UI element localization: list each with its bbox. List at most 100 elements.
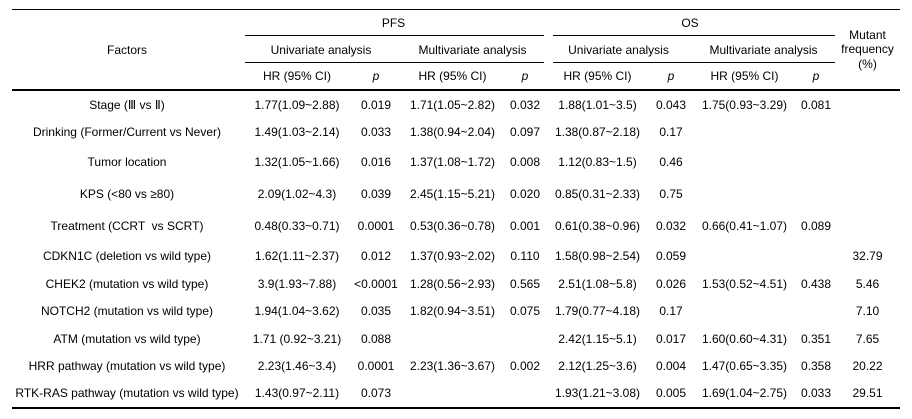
pfs-univariate-p-cell: 0.033	[360, 125, 392, 139]
pfs-multivariate-p-cell: 0.075	[509, 304, 541, 318]
pfs-univariate-hr-cell: 1.94(1.04~3.62)	[254, 304, 340, 318]
factor-cell: CDKN1C (deletion vs wild type)	[42, 249, 212, 263]
pfs-multivariate-p-cell: 0.032	[509, 97, 541, 112]
col-header-pfs-univariate: Univariate analysis	[270, 42, 372, 57]
col-header-pfs-uni-p: p	[372, 69, 380, 83]
os-univariate-p-cell: 0.017	[655, 331, 687, 346]
col-header-os-multi-p: p	[812, 69, 820, 83]
pfs-multivariate-p-cell: 0.008	[509, 154, 541, 169]
pfs-univariate-p-cell: 0.0001	[357, 219, 395, 233]
pfs-multivariate-hr-cell: 1.38(0.94~2.04)	[409, 125, 496, 139]
os-univariate-hr-cell: 1.88(1.01~3.5)	[558, 97, 637, 112]
pfs-univariate-hr-cell: 1.32(1.05~1.66)	[254, 154, 340, 169]
pfs-univariate-p-cell: 0.016	[360, 154, 392, 169]
factor-cell: KPS (<80 vs ≥80)	[79, 186, 175, 201]
table-row: CDKN1C (deletion vs wild type) 1.62(1.11…	[12, 242, 900, 270]
os-multivariate-p-cell: 0.358	[800, 358, 832, 373]
pfs-univariate-hr-cell: 1.77(1.09~2.88)	[254, 97, 340, 112]
col-group-os: OS	[681, 16, 699, 30]
pfs-univariate-p-cell: 0.088	[360, 331, 392, 346]
pfs-univariate-hr-cell: 1.71 (0.92~3.21)	[252, 331, 342, 346]
os-multivariate-hr-cell: 1.53(0.52~4.51)	[701, 276, 788, 291]
os-analysis-rule	[553, 62, 835, 63]
pfs-univariate-hr-cell: 1.49(1.03~2.14)	[254, 125, 340, 139]
factor-cell: Treatment (CCRT vs SCRT)	[50, 219, 204, 233]
factor-cell: ATM (mutation vs wild type)	[53, 331, 201, 346]
col-header-pfs-uni-hr: HR (95% CI)	[262, 69, 331, 83]
factor-cell: Stage (Ⅲ vs Ⅱ)	[89, 97, 165, 112]
os-multivariate-p-cell: 0.033	[800, 386, 832, 400]
os-univariate-hr-cell: 1.58(0.98~2.54)	[554, 249, 641, 263]
col-header-pfs-multi-p: p	[521, 69, 529, 83]
mutant-frequency-cell: 20.22	[852, 358, 883, 373]
os-univariate-hr-cell: 0.85(0.31~2.33)	[554, 186, 641, 201]
os-univariate-hr-cell: 1.79(0.77~4.18)	[554, 304, 641, 318]
factor-cell: RTK-RAS pathway (mutation vs wild type)	[15, 386, 239, 400]
os-multivariate-p-cell: 0.089	[800, 219, 832, 233]
pfs-univariate-hr-cell: 2.09(1.02~4.3)	[257, 186, 337, 201]
pfs-univariate-hr-cell: 1.62(1.11~2.37)	[254, 249, 340, 263]
table-row: NOTCH2 (mutation vs wild type) 1.94(1.04…	[12, 297, 900, 325]
os-multivariate-hr-cell: 1.69(1.04~2.75)	[701, 386, 788, 400]
pfs-multivariate-hr-cell: 1.71(1.05~2.82)	[409, 97, 496, 112]
os-univariate-hr-cell: 1.93(1.21~3.08)	[554, 386, 641, 400]
os-univariate-p-cell: 0.46	[659, 154, 683, 169]
os-univariate-hr-cell: 2.51(1.08~5.8)	[558, 276, 637, 291]
mutant-frequency-cell: 7.10	[855, 304, 880, 318]
col-header-pfs-multivariate: Multivariate analysis	[418, 42, 527, 57]
pfs-group-rule	[245, 35, 544, 36]
os-univariate-p-cell: 0.059	[655, 249, 687, 263]
os-group-rule	[553, 35, 835, 36]
factor-cell: NOTCH2 (mutation vs wild type)	[40, 304, 214, 318]
pfs-multivariate-p-cell: 0.002	[509, 358, 541, 373]
mutant-frequency-cell: 5.46	[855, 276, 880, 291]
pfs-multivariate-hr-cell: 1.37(1.08~1.72)	[409, 154, 496, 169]
os-multivariate-hr-cell: 1.47(0.65~3.35)	[701, 358, 788, 373]
mutant-frequency-cell: 32.79	[852, 249, 883, 263]
table-bottom-rule	[12, 407, 900, 409]
os-univariate-p-cell: 0.026	[655, 276, 687, 291]
col-header-pfs-multi-hr: HR (95% CI)	[418, 69, 487, 83]
os-multivariate-hr-cell: 1.75(0.93~3.29)	[701, 97, 788, 112]
os-multivariate-p-cell: 0.351	[800, 331, 832, 346]
pfs-univariate-hr-cell: 1.43(0.97~2.11)	[254, 386, 340, 400]
pfs-multivariate-p-cell: 0.565	[509, 276, 541, 291]
table-row: Drinking (Former/Current vs Never) 1.49(…	[12, 118, 900, 146]
pfs-multivariate-p-cell: 0.020	[509, 186, 541, 201]
table-row: HRR pathway (mutation vs wild type) 2.23…	[12, 352, 900, 379]
factor-cell: HRR pathway (mutation vs wild type)	[28, 358, 226, 373]
pfs-multivariate-hr-cell: 2.23(1.36~3.67)	[409, 358, 496, 373]
pfs-univariate-p-cell: 0.035	[360, 304, 392, 318]
pfs-univariate-hr-cell: 3.9(1.93~7.88)	[257, 276, 337, 291]
os-univariate-hr-cell: 0.61(0.38~0.96)	[554, 219, 641, 233]
pfs-multivariate-p-cell: 0.110	[510, 249, 540, 263]
os-univariate-p-cell: 0.005	[655, 386, 687, 400]
factor-cell: Drinking (Former/Current vs Never)	[32, 125, 222, 139]
col-header-os-multivariate: Multivariate analysis	[709, 42, 818, 57]
os-univariate-p-cell: 0.17	[659, 125, 683, 139]
pfs-multivariate-hr-cell: 2.45(1.15~5.21)	[409, 186, 496, 201]
os-univariate-p-cell: 0.032	[655, 219, 687, 233]
pfs-univariate-p-cell: 0.0001	[357, 358, 395, 373]
col-header-mutant-frequency: Mutant frequency (%)	[841, 28, 894, 71]
col-header-os-univariate: Univariate analysis	[568, 42, 669, 57]
col-header-os-multi-hr: HR (95% CI)	[710, 69, 779, 83]
pfs-univariate-p-cell: 0.039	[360, 186, 392, 201]
pfs-univariate-p-cell: 0.012	[360, 249, 392, 263]
table-row: Treatment (CCRT vs SCRT) 0.48(0.33~0.71)…	[12, 210, 900, 242]
os-multivariate-p-cell: 0.438	[800, 276, 832, 291]
table-body: Stage (Ⅲ vs Ⅱ) 1.77(1.09~2.88) 0.019 1.7…	[12, 91, 900, 407]
table-header: Factors PFS OS Mutant frequency (%) Univ…	[12, 10, 900, 89]
pfs-univariate-hr-cell: 0.48(0.33~0.71)	[254, 219, 340, 233]
table-row: ATM (mutation vs wild type) 1.71 (0.92~3…	[12, 325, 900, 352]
col-group-pfs: PFS	[381, 16, 406, 30]
pfs-univariate-p-cell: 0.073	[360, 386, 392, 400]
mutant-frequency-cell: 7.65	[855, 331, 880, 346]
pfs-multivariate-hr-cell: 0.53(0.36~0.78)	[409, 219, 496, 233]
factor-cell: Tumor location	[87, 154, 167, 169]
table-row: KPS (<80 vs ≥80) 2.09(1.02~4.3) 0.039 2.…	[12, 177, 900, 210]
table-top-rule	[12, 9, 900, 10]
col-header-os-uni-p: p	[667, 69, 675, 83]
os-univariate-hr-cell: 1.12(0.83~1.5)	[558, 154, 637, 169]
